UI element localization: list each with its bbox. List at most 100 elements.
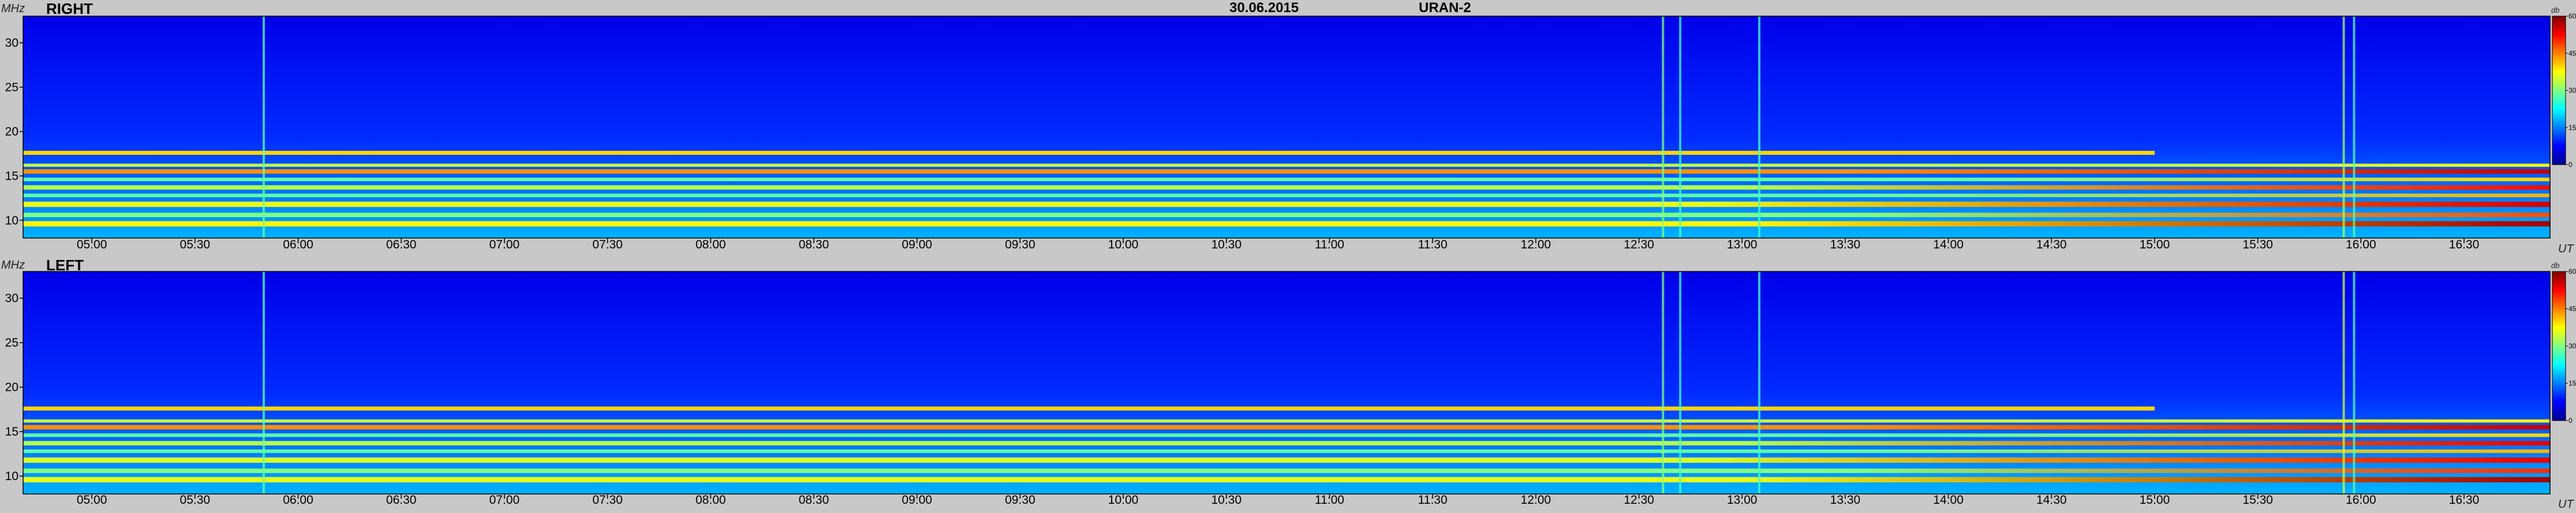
frequency-band (23, 477, 2550, 482)
colorbar-tick-label: 0 (2568, 161, 2573, 169)
x-tick-label: 10:30 (1211, 238, 1242, 251)
x-tick-label: 12:00 (1521, 493, 1551, 507)
right-colorbar-label: db (2551, 6, 2560, 14)
y-tick-label: 10 (5, 470, 18, 483)
left-spectrogram-panel: 05:00 05:30 06:00 06:30 07:00 07:30 08:00 08:30… (5, 267, 2576, 507)
x-tick-label: 13:30 (1830, 238, 1861, 251)
colorbar-tick-label: 60 (2568, 267, 2576, 276)
vertical-burst (2342, 272, 2345, 494)
y-tick-label: 30 (5, 292, 18, 305)
x-tick-label: 15:00 (2140, 493, 2170, 507)
x-tick-label: 08:00 (696, 493, 726, 507)
x-tick-label: 12:00 (1521, 238, 1551, 251)
x-tick-label: 15:00 (2140, 238, 2170, 251)
colorbar-tick-label: 15 (2568, 124, 2576, 132)
vertical-burst (2353, 16, 2356, 238)
x-tick-label: 06:30 (386, 493, 417, 507)
x-tick-label: 12:30 (1624, 493, 1654, 507)
x-tick-label: 05:30 (180, 238, 211, 251)
x-tick-label: 11:00 (1315, 493, 1344, 507)
plot-frame (23, 271, 2551, 495)
x-tick-label: 10:30 (1211, 493, 1242, 507)
vertical-burst (1758, 16, 1761, 238)
frequency-band (23, 194, 2550, 198)
frequency-band (23, 469, 2550, 473)
y-tick-label: 30 (5, 36, 18, 50)
x-tick-label: 05:00 (77, 493, 107, 507)
colorbar-tick-label: 0 (2568, 417, 2573, 425)
frequency-band (23, 202, 2550, 207)
x-tick-label: 13:00 (1727, 493, 1758, 507)
observation-date: 30.06.2015 (1229, 0, 1299, 16)
x-tick-label: 10:00 (1108, 238, 1139, 251)
frequency-band (23, 151, 2155, 155)
frequency-band (23, 169, 2550, 174)
x-tick-label: 05:00 (77, 238, 107, 251)
y-tick-label: 25 (5, 336, 18, 350)
y-tick-label: 15 (5, 169, 18, 183)
left-panel-title: LEFT (46, 256, 84, 274)
frequency-band (23, 441, 2550, 446)
vertical-burst (2353, 272, 2356, 494)
right-panel-title: RIGHT (46, 0, 93, 17)
x-tick-label: 07:00 (489, 493, 520, 507)
x-tick-label: 16:00 (2346, 493, 2376, 507)
x-tick-label: 16:30 (2449, 238, 2480, 251)
spectrogram-background (23, 16, 2550, 238)
frequency-band (23, 433, 2550, 437)
vertical-burst (1679, 272, 1682, 494)
x-tick-label: 14:30 (2036, 238, 2067, 251)
right-panel-xlabel: UT (2558, 243, 2574, 255)
left-panel-xlabel: UT (2558, 498, 2574, 511)
y-tick-label: 25 (5, 81, 18, 94)
x-tick-label: 10:00 (1108, 493, 1139, 507)
vertical-burst (1662, 16, 1665, 238)
frequency-band (23, 213, 2550, 217)
vertical-burst (1758, 272, 1761, 494)
right-panel-ylabel: MHz (1, 2, 25, 15)
colorbar-tick-label: 45 (2568, 49, 2576, 57)
left-colorbar-label: db (2551, 261, 2560, 270)
right-spectrogram-panel: 05:00 05:30 06:00 06:30 07:00 07:30 08:00 08:30… (5, 12, 2576, 251)
vertical-burst (1679, 16, 1682, 238)
vertical-burst (2342, 16, 2345, 238)
frequency-band (23, 419, 2550, 423)
x-tick-label: 05:30 (180, 493, 211, 507)
frequency-band (23, 406, 2155, 411)
left-panel-ylabel: MHz (1, 259, 25, 272)
x-tick-label: 13:00 (1727, 238, 1758, 251)
x-tick-label: 08:30 (799, 238, 829, 251)
frequency-band (23, 449, 2550, 453)
x-tick-label: 09:30 (1005, 238, 1035, 251)
x-tick-label: 09:00 (902, 238, 932, 251)
frequency-band (23, 163, 2550, 167)
frequency-band (23, 185, 2550, 190)
colorbar (2552, 16, 2566, 165)
x-tick-label: 13:30 (1830, 493, 1861, 507)
x-tick-label: 06:30 (386, 238, 417, 251)
frequency-band (23, 221, 2550, 227)
colorbar-tick-label: 15 (2568, 380, 2576, 388)
x-tick-label: 06:00 (283, 493, 313, 507)
x-tick-label: 08:30 (799, 493, 829, 507)
x-tick-label: 12:30 (1624, 238, 1654, 251)
colorbar (2552, 271, 2566, 421)
plot-frame (23, 16, 2551, 239)
vertical-burst (262, 16, 265, 238)
x-tick-label: 11:30 (1418, 493, 1448, 507)
x-tick-label: 14:00 (1933, 493, 1964, 507)
y-tick-label: 20 (5, 381, 18, 394)
x-tick-label: 08:00 (696, 238, 726, 251)
instrument-name: URAN-2 (1419, 0, 1471, 16)
frequency-band (23, 177, 2550, 181)
x-tick-label: 09:00 (902, 493, 932, 507)
x-tick-label: 06:00 (283, 238, 313, 251)
colorbar-tick-label: 60 (2568, 12, 2576, 20)
y-tick-label: 10 (5, 214, 18, 227)
x-tick-label: 11:30 (1418, 238, 1448, 251)
x-tick-label: 09:30 (1005, 493, 1035, 507)
y-tick-label: 20 (5, 125, 18, 139)
vertical-burst (1662, 272, 1665, 494)
spectrogram-background (23, 272, 2550, 494)
